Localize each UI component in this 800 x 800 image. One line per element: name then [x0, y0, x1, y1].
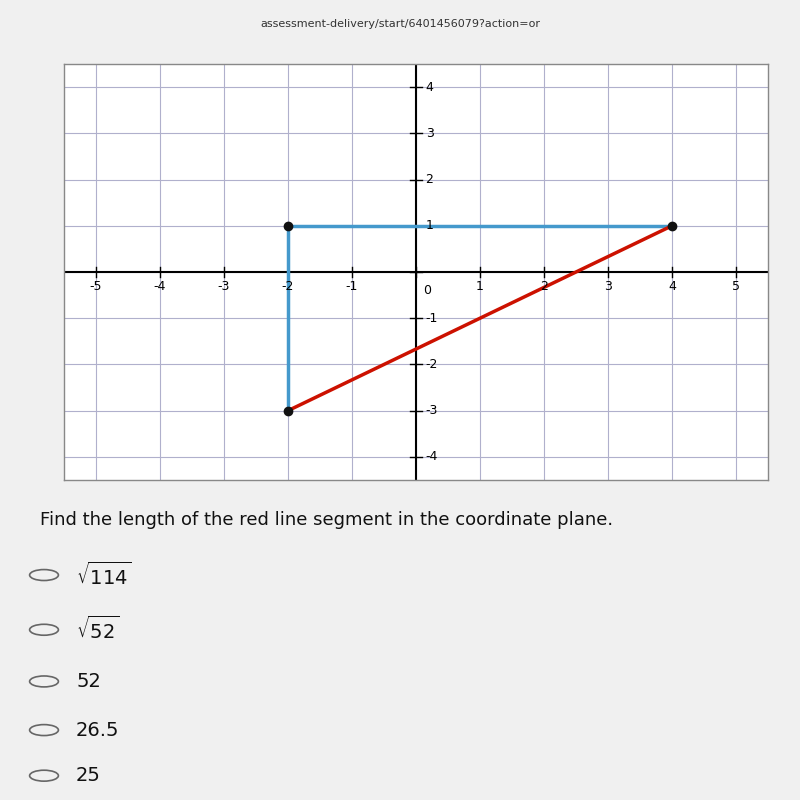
Text: 4: 4: [668, 280, 676, 294]
Text: -3: -3: [218, 280, 230, 294]
Text: 1: 1: [426, 219, 434, 232]
Text: -1: -1: [426, 312, 438, 325]
Text: 26.5: 26.5: [76, 721, 119, 739]
Text: 3: 3: [604, 280, 612, 294]
Text: 3: 3: [426, 127, 434, 140]
Text: 5: 5: [732, 280, 740, 294]
Text: -1: -1: [346, 280, 358, 294]
Text: assessment-delivery/start/6401456079?action=or: assessment-delivery/start/6401456079?act…: [260, 19, 540, 29]
Text: 4: 4: [426, 81, 434, 94]
Text: 52: 52: [76, 672, 101, 691]
Text: $\sqrt{52}$: $\sqrt{52}$: [76, 616, 119, 643]
Text: -2: -2: [426, 358, 438, 371]
Text: 0: 0: [423, 283, 431, 297]
Text: -2: -2: [282, 280, 294, 294]
Text: -4: -4: [426, 450, 438, 463]
Text: 1: 1: [476, 280, 484, 294]
Text: 2: 2: [426, 173, 434, 186]
Text: $\sqrt{114}$: $\sqrt{114}$: [76, 562, 131, 589]
Text: 25: 25: [76, 766, 101, 785]
Text: -4: -4: [154, 280, 166, 294]
Text: Find the length of the red line segment in the coordinate plane.: Find the length of the red line segment …: [40, 511, 613, 530]
Text: -5: -5: [90, 280, 102, 294]
Text: -3: -3: [426, 404, 438, 417]
Text: 2: 2: [540, 280, 548, 294]
